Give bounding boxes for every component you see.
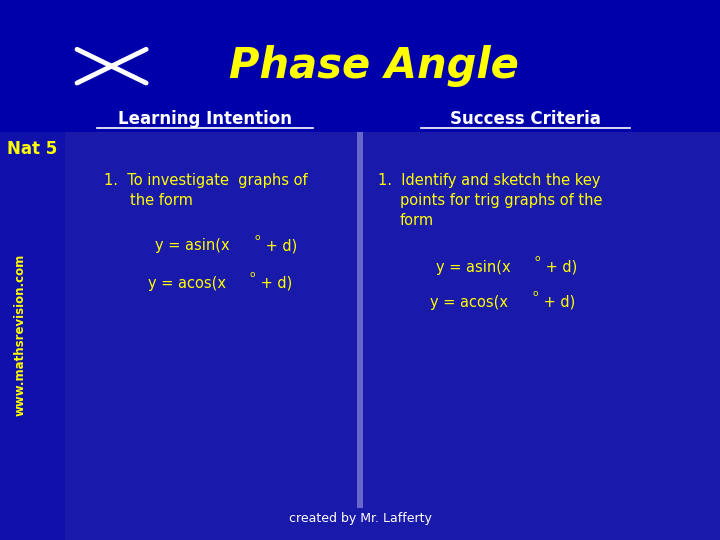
Text: points for trig graphs of the: points for trig graphs of the [400, 193, 602, 208]
Bar [0, 0, 65, 540]
Text: y = acos(x: y = acos(x [430, 295, 508, 310]
Text: + d): + d) [261, 238, 297, 253]
Bar [357, 132, 363, 508]
Text: o: o [250, 271, 256, 279]
Text: 1.  To investigate  graphs of: 1. To investigate graphs of [104, 173, 308, 188]
Text: o: o [535, 254, 541, 263]
Text: 1.  Identify and sketch the key: 1. Identify and sketch the key [378, 173, 600, 188]
Text: o: o [532, 289, 538, 298]
Text: Learning Intention: Learning Intention [118, 110, 292, 128]
Text: the form: the form [130, 193, 192, 208]
Text: y = acos(x: y = acos(x [148, 276, 225, 291]
Text: o: o [254, 233, 260, 241]
Text: + d): + d) [541, 260, 577, 275]
Text: y = asin(x: y = asin(x [436, 260, 510, 275]
Text: Nat 5: Nat 5 [7, 140, 58, 158]
Text: Success Criteria: Success Criteria [450, 110, 601, 128]
Bar [0, 0, 720, 132]
Text: form: form [400, 213, 433, 228]
Text: + d): + d) [256, 276, 292, 291]
Text: created by Mr. Lafferty: created by Mr. Lafferty [289, 512, 431, 525]
Text: Phase Angle: Phase Angle [230, 45, 519, 87]
Text: + d): + d) [539, 295, 575, 310]
Text: www.mathsrevision.com: www.mathsrevision.com [14, 254, 27, 416]
Text: y = asin(x: y = asin(x [155, 238, 230, 253]
